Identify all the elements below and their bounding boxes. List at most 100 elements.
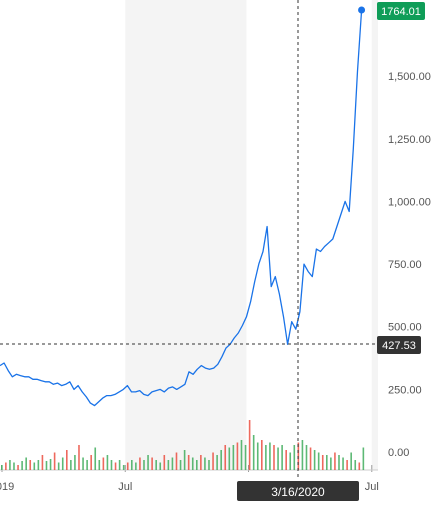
y-tick-label: 500.00 xyxy=(388,322,422,334)
volume-bar xyxy=(261,440,263,470)
volume-bar xyxy=(204,457,206,470)
volume-bar xyxy=(70,460,72,470)
volume-bar xyxy=(187,455,190,470)
shaded-band-1 xyxy=(371,0,378,470)
y-tick-label: 0.00 xyxy=(388,447,409,459)
volume-bar xyxy=(321,455,324,470)
volume-bar xyxy=(228,447,231,470)
volume-bar xyxy=(110,460,113,470)
volume-bar xyxy=(240,440,243,470)
volume-bar xyxy=(126,462,129,470)
volume-bar xyxy=(21,461,23,470)
volume-bar xyxy=(346,460,348,470)
volume-bar xyxy=(78,445,80,470)
volume-bar xyxy=(122,465,125,470)
y-tick-label: 1,500.00 xyxy=(388,71,431,83)
volume-bar xyxy=(86,460,88,470)
volume-bar xyxy=(41,455,44,470)
volume-bar xyxy=(252,435,255,470)
volume-bar xyxy=(106,455,109,470)
volume-bar xyxy=(74,455,76,470)
volume-bar xyxy=(9,460,11,470)
volume-bar xyxy=(163,455,166,470)
volume-bar xyxy=(114,462,117,470)
volume-bar xyxy=(289,452,292,470)
y-tick-label: 750.00 xyxy=(388,259,422,271)
volume-bar xyxy=(13,462,15,470)
volume-bar xyxy=(179,460,182,470)
volume-bar xyxy=(118,460,121,470)
crosshair-date-label-bg xyxy=(237,481,359,501)
volume-bar xyxy=(334,452,336,470)
volume-bar xyxy=(305,445,308,470)
volume-bar xyxy=(232,445,235,470)
volume-bar xyxy=(82,457,84,470)
volume-bar xyxy=(220,450,222,470)
y-tick-label: 1,000.00 xyxy=(388,196,431,208)
volume-bar xyxy=(350,452,352,470)
volume-bar xyxy=(37,460,40,470)
price-labels: 1764.01 xyxy=(377,2,425,20)
volume-bar xyxy=(151,457,153,470)
crosshair[interactable]: 3/16/2020 427.53 xyxy=(0,0,421,501)
volume-bar xyxy=(102,457,105,470)
volume-bar xyxy=(5,462,7,470)
volume-bar xyxy=(159,462,162,470)
volume-bar xyxy=(25,457,27,470)
volume-bar xyxy=(171,457,174,470)
volume-bar xyxy=(301,440,304,470)
y-axis: 0.00 250.00 500.00 750.00 1,000.00 1,250.00 1,… xyxy=(388,71,431,459)
volume-bar xyxy=(147,455,149,470)
price-line xyxy=(0,9,363,407)
volume-bar xyxy=(248,420,251,470)
x-tick-label: 2019 xyxy=(0,481,14,493)
volume-bar xyxy=(236,442,239,470)
crosshair-value-label: 427.53 xyxy=(382,340,416,352)
volume-bar xyxy=(45,461,48,470)
volume-bar xyxy=(191,457,194,470)
volume-bar xyxy=(216,455,218,470)
volume-bar xyxy=(293,445,296,470)
volume-bar xyxy=(66,450,68,470)
shaded-period-bands xyxy=(125,0,378,470)
volume-bar xyxy=(281,445,283,470)
volume-bar xyxy=(224,445,227,470)
volume-bar xyxy=(17,465,19,470)
volume-bar xyxy=(256,442,259,470)
volume-bar xyxy=(175,452,178,470)
x-tick-label: Jul xyxy=(365,481,379,493)
volume-bar xyxy=(273,445,275,470)
volume-bar xyxy=(196,460,198,470)
volume-bar xyxy=(326,455,328,470)
y-tick-label: 250.00 xyxy=(388,384,422,396)
volume-bar xyxy=(135,462,137,470)
volume-bar xyxy=(61,457,64,470)
volume-bar xyxy=(200,455,202,470)
volume-bar xyxy=(1,465,3,470)
volume-bar xyxy=(285,450,287,470)
volume-bar xyxy=(29,460,32,470)
last-price-dot xyxy=(358,6,366,14)
volume-bar xyxy=(338,455,340,470)
volume-bar xyxy=(143,460,145,470)
volume-bar xyxy=(131,460,133,470)
shaded-band-0 xyxy=(125,0,247,470)
volume-bar xyxy=(309,447,312,470)
volume-bar xyxy=(269,442,271,470)
volume-bar xyxy=(167,460,170,470)
last-price-label: 1764.01 xyxy=(381,6,421,18)
x-tick-label: Jul xyxy=(118,481,132,493)
volume-bar xyxy=(53,452,56,470)
volume-bar xyxy=(33,462,36,470)
volume-bar xyxy=(362,447,365,470)
y-tick-label: 1,250.00 xyxy=(388,134,431,146)
volume-bar xyxy=(330,457,332,470)
last-price-label-bg xyxy=(377,2,425,20)
volume-bar xyxy=(212,452,214,470)
volume-bar xyxy=(313,450,316,470)
volume-bar xyxy=(244,445,247,470)
volume-bar xyxy=(139,457,141,470)
volume-bar xyxy=(57,462,60,470)
volume-bars xyxy=(1,420,365,470)
